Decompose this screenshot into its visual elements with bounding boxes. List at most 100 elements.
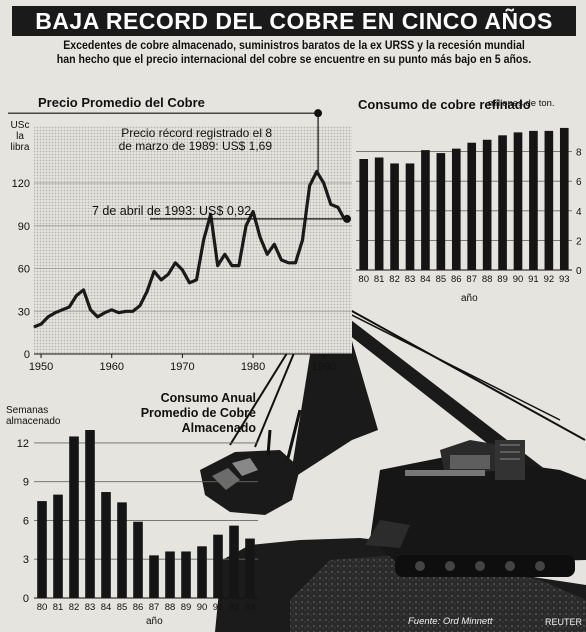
- consumption-ytick-label: 4: [576, 207, 582, 218]
- april-price-annotation: 7 de abril de 1993: US$ 0,92: [92, 204, 251, 218]
- consumption-xtick-label: 87: [466, 274, 477, 285]
- storage-ylabel-line: almacenado: [6, 416, 61, 427]
- storage-xtick-label: 87: [149, 602, 160, 613]
- consumption-bar: [436, 153, 446, 270]
- headline-subtitle: Excedentes de cobre almacenado, suminist…: [31, 39, 557, 67]
- price-line-chart: 0 30 60 90 120 1950 1960 1970 1980 1990 Precio ré…: [8, 109, 352, 373]
- consumption-bar: [513, 132, 523, 270]
- storage-xtick-label: 84: [101, 602, 112, 613]
- price-ytick-label: 30: [18, 306, 30, 318]
- consumption-bar: [544, 130, 554, 270]
- price-xtick-label: 1990: [311, 361, 335, 373]
- consumption-bar: [559, 127, 569, 270]
- storage-title-line: Almacenado: [181, 421, 256, 435]
- storage-bar: [69, 436, 79, 598]
- april-price-marker: [343, 214, 352, 223]
- storage-xtick-label: 89: [181, 602, 192, 613]
- consumption-chart-xlabel: año: [461, 293, 478, 304]
- storage-bar: [245, 538, 255, 598]
- consumption-xtick-label: 91: [528, 274, 539, 285]
- storage-bar: [133, 521, 143, 598]
- consumption-bar: [529, 130, 538, 270]
- price-ylabel-line: USc: [10, 120, 30, 131]
- price-xtick-label: 1960: [99, 361, 123, 373]
- storage-bar: [181, 551, 191, 598]
- record-price-annotation: de marzo de 1989: US$ 1,69: [119, 139, 273, 153]
- consumption-bar: [482, 139, 492, 270]
- price-ytick-label: 0: [24, 349, 30, 361]
- storage-ytick-label: 12: [17, 438, 29, 450]
- subtitle-line-2: han hecho que el precio internacional de…: [56, 54, 532, 66]
- consumption-ytick-label: 0: [576, 266, 582, 277]
- price-xtick-label: 1980: [241, 361, 265, 373]
- consumption-bar: [405, 163, 415, 270]
- consumption-xtick-label: 93: [559, 274, 570, 285]
- consumption-bar: [374, 157, 384, 270]
- consumption-xtick-label: 84: [420, 274, 431, 285]
- storage-xtick-label: 82: [69, 602, 80, 613]
- consumption-chart-ylabel: millones de ton.: [488, 98, 555, 109]
- price-chart-plot-area: [34, 126, 352, 354]
- storage-bar: [85, 430, 95, 598]
- headline: BAJA RECORD DEL COBRE EN CINCO AÑOS: [12, 6, 576, 36]
- source-credit: Fuente: Ord Minnett: [408, 616, 493, 627]
- storage-xtick-label: 92: [229, 602, 240, 613]
- consumption-xtick-label: 81: [374, 274, 385, 285]
- consumption-xtick-label: 88: [482, 274, 493, 285]
- storage-bar: [197, 546, 207, 598]
- record-price-annotation: Precio récord registrado el 8: [121, 126, 272, 140]
- price-ytick-label: 120: [12, 178, 30, 190]
- storage-ytick-label: 9: [23, 477, 29, 489]
- storage-chart-xlabel: año: [146, 616, 163, 627]
- consumption-xtick-label: 90: [513, 274, 524, 285]
- price-ytick-label: 90: [18, 221, 30, 233]
- storage-xtick-label: 86: [133, 602, 144, 613]
- consumption-xtick-label: 82: [389, 274, 400, 285]
- consumption-chart-title: Consumo de cobre refinado: [358, 97, 531, 112]
- excavator-illustration: [200, 270, 586, 632]
- consumption-xtick-label: 80: [358, 274, 369, 285]
- storage-ylabel-line: Semanas: [6, 405, 49, 416]
- consumption-xtick-label: 89: [497, 274, 508, 285]
- price-chart-ylabel: USc la libra: [8, 120, 32, 153]
- storage-bar: [101, 492, 111, 598]
- storage-xtick-label: 93: [245, 602, 256, 613]
- consumption-bar-chart: 0 2 4 6 8 80 81 82 83 84 85 86 87 88 89 90 91 92 93: [356, 127, 582, 285]
- storage-bar: [53, 494, 63, 598]
- consumption-xtick-label: 92: [544, 274, 555, 285]
- consumption-ytick-label: 2: [576, 236, 582, 247]
- storage-bar-chart: 0 3 6 9 12 80 81 82 83 84 85 86 87 88 89 90 91 92 93: [17, 430, 258, 613]
- storage-bar: [229, 525, 239, 598]
- storage-ytick-label: 6: [23, 515, 29, 527]
- storage-bar: [165, 551, 175, 598]
- consumption-bar: [421, 150, 430, 270]
- storage-xtick-label: 81: [53, 602, 64, 613]
- price-series-line: [33, 170, 347, 329]
- price-ylabel-line: libra: [10, 142, 30, 153]
- storage-xtick-label: 85: [117, 602, 128, 613]
- consumption-xtick-label: 85: [436, 274, 447, 285]
- consumption-bar: [390, 163, 399, 270]
- storage-xtick-label: 90: [197, 602, 208, 613]
- consumption-xtick-label: 83: [405, 274, 416, 285]
- price-ylabel-line: la: [16, 131, 24, 142]
- price-xtick-label: 1970: [170, 361, 194, 373]
- storage-bar: [117, 502, 127, 598]
- storage-xtick-label: 83: [85, 602, 96, 613]
- price-chart-title: Precio Promedio del Cobre: [38, 95, 205, 110]
- storage-title-line: Consumo Anual: [160, 391, 256, 405]
- storage-chart-title: Consumo Anual Promedio de Cobre Almacena…: [108, 391, 256, 436]
- storage-bar: [149, 555, 159, 598]
- storage-xtick-label: 80: [37, 602, 48, 613]
- storage-xtick-label: 91: [213, 602, 224, 613]
- price-xtick-label: 1950: [29, 361, 53, 373]
- consumption-bar: [359, 159, 369, 270]
- storage-ytick-label: 0: [23, 593, 29, 605]
- consumption-ytick-label: 6: [576, 177, 582, 188]
- consumption-ytick-label: 8: [576, 148, 582, 159]
- storage-chart-ylabel: Semanas almacenado: [6, 405, 60, 427]
- consumption-bar: [467, 142, 477, 270]
- subtitle-line-1: Excedentes de cobre almacenado, suminist…: [63, 40, 525, 52]
